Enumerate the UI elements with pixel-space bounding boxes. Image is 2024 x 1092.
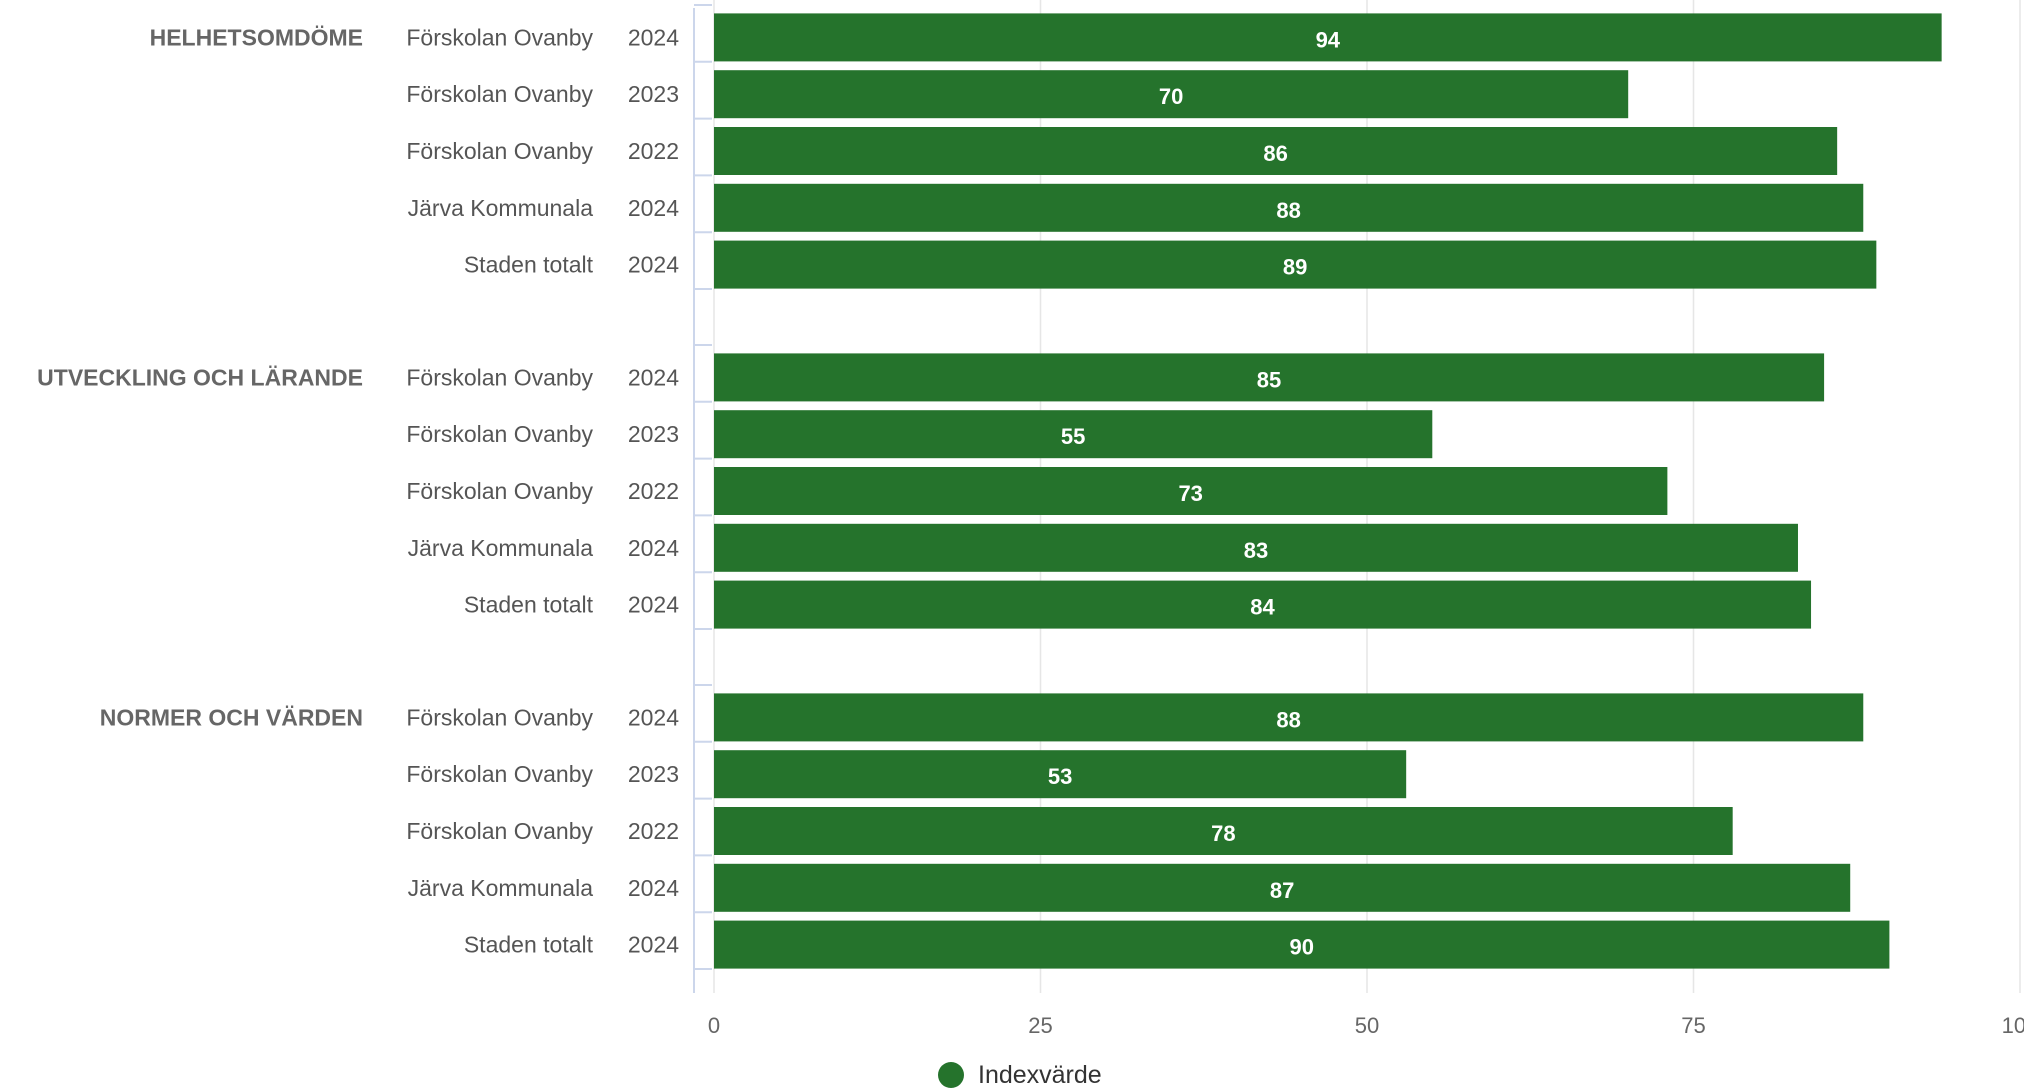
- bar: [714, 863, 1851, 912]
- data-label: 88: [1276, 707, 1300, 732]
- bar: [714, 693, 1864, 742]
- unit-label: Förskolan Ovanby: [406, 421, 593, 447]
- data-label: 88: [1276, 198, 1300, 223]
- bar: [714, 70, 1629, 119]
- unit-label: Förskolan Ovanby: [406, 24, 593, 50]
- data-label: 78: [1211, 821, 1235, 846]
- bar: [714, 750, 1407, 799]
- x-tick-label: 50: [1355, 1013, 1379, 1038]
- bar: [714, 467, 1668, 515]
- unit-label: Förskolan Ovanby: [406, 81, 593, 107]
- year-label: 2024: [628, 364, 679, 390]
- unit-label: Förskolan Ovanby: [406, 138, 593, 164]
- data-label: 53: [1048, 764, 1072, 789]
- legend-label: Indexvärde: [978, 1060, 1102, 1089]
- x-tick-label: 25: [1028, 1013, 1052, 1038]
- bar: [714, 127, 1838, 175]
- unit-label: Järva Kommunala: [408, 875, 594, 901]
- unit-label: Förskolan Ovanby: [406, 761, 593, 787]
- data-label: 87: [1270, 878, 1294, 903]
- bar: [714, 807, 1733, 855]
- group-label: NORMER OCH VÄRDEN: [100, 704, 363, 730]
- group-label: UTVECKLING OCH LÄRANDE: [37, 364, 363, 390]
- unit-label: Förskolan Ovanby: [406, 478, 593, 504]
- data-label: 70: [1159, 84, 1183, 109]
- year-label: 2024: [628, 252, 679, 278]
- unit-label: Staden totalt: [464, 252, 594, 278]
- legend[interactable]: Indexvärde: [938, 1058, 1102, 1092]
- bar: [714, 523, 1798, 572]
- x-tick-label: 100: [2002, 1013, 2024, 1038]
- bar: [714, 920, 1890, 969]
- data-label: 85: [1257, 367, 1281, 392]
- x-tick-label: 75: [1681, 1013, 1705, 1038]
- bar: [714, 240, 1877, 289]
- data-label: 83: [1244, 538, 1268, 563]
- data-label: 86: [1263, 141, 1287, 166]
- unit-label: Staden totalt: [464, 932, 594, 958]
- bar: [714, 353, 1825, 402]
- unit-label: Staden totalt: [464, 592, 594, 618]
- year-label: 2022: [628, 138, 679, 164]
- bar: [714, 13, 1942, 62]
- year-label: 2024: [628, 704, 679, 730]
- year-label: 2023: [628, 761, 679, 787]
- data-label: 90: [1289, 935, 1313, 960]
- data-label: 84: [1250, 595, 1275, 620]
- year-label: 2023: [628, 421, 679, 447]
- bar: [714, 410, 1433, 459]
- data-label: 55: [1061, 424, 1085, 449]
- legend-swatch: [938, 1062, 964, 1088]
- x-tick-label: 0: [708, 1013, 720, 1038]
- year-label: 2024: [628, 195, 679, 221]
- year-label: 2022: [628, 478, 679, 504]
- unit-label: Järva Kommunala: [408, 535, 594, 561]
- year-label: 2022: [628, 818, 679, 844]
- data-label: 89: [1283, 255, 1307, 280]
- data-label: 94: [1316, 27, 1341, 52]
- unit-label: Förskolan Ovanby: [406, 818, 593, 844]
- year-label: 2024: [628, 932, 679, 958]
- group-label: HELHETSOMDÖME: [150, 24, 363, 50]
- bar: [714, 580, 1812, 629]
- year-label: 2024: [628, 592, 679, 618]
- data-label: 73: [1178, 481, 1202, 506]
- unit-label: Förskolan Ovanby: [406, 704, 593, 730]
- unit-label: Järva Kommunala: [408, 195, 594, 221]
- year-label: 2024: [628, 535, 679, 561]
- year-label: 2023: [628, 81, 679, 107]
- year-label: 2024: [628, 875, 679, 901]
- unit-label: Förskolan Ovanby: [406, 364, 593, 390]
- year-label: 2024: [628, 24, 679, 50]
- bar: [714, 183, 1864, 232]
